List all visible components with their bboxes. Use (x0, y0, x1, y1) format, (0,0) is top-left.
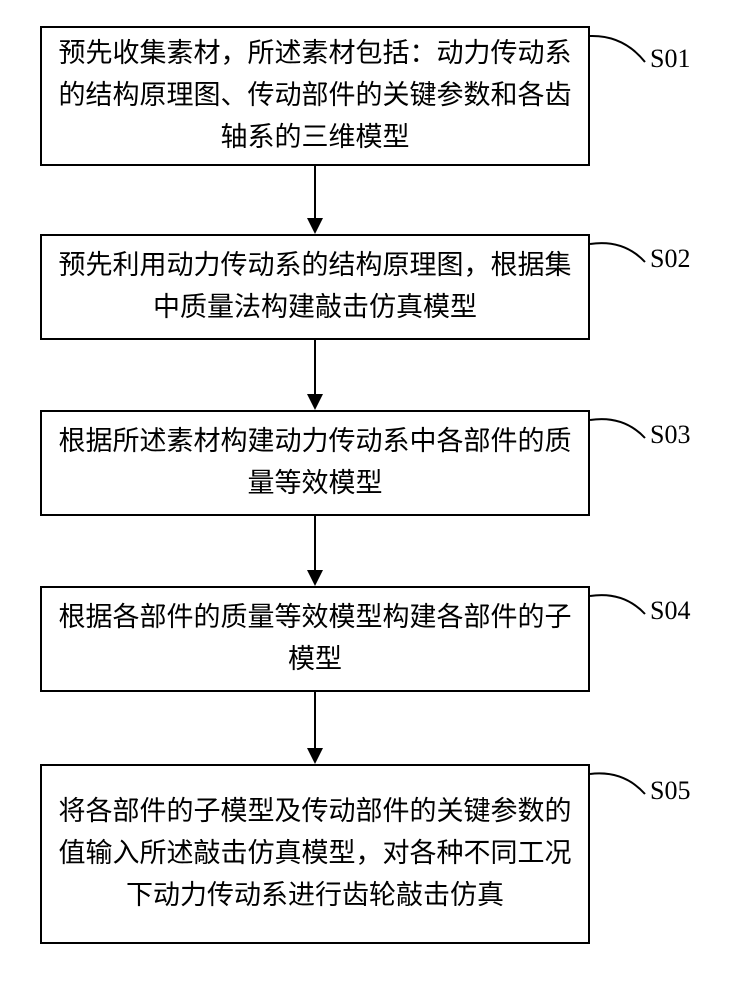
flowchart-node-s02: 预先利用动力传动系的结构原理图，根据集中质量法构建敲击仿真模型 (40, 234, 590, 340)
step-label-s01: S01 (650, 44, 690, 74)
flowchart-node-s03: 根据所述素材构建动力传动系中各部件的质量等效模型 (40, 410, 590, 516)
arrow-line-0 (314, 166, 316, 220)
step-label-s02: S02 (650, 244, 690, 274)
step-label-s03: S03 (650, 420, 690, 450)
arrow-line-1 (314, 340, 316, 396)
flowchart-node-s01: 预先收集素材，所述素材包括：动力传动系的结构原理图、传动部件的关键参数和各齿轴系… (40, 26, 590, 166)
arrow-line-3 (314, 692, 316, 750)
flowchart-node-s04: 根据各部件的质量等效模型构建各部件的子模型 (40, 586, 590, 692)
step-label-s05: S05 (650, 776, 690, 806)
arrow-head-0 (307, 218, 323, 234)
arrow-line-2 (314, 516, 316, 572)
step-label-s04: S04 (650, 596, 690, 626)
flowchart-node-s05: 将各部件的子模型及传动部件的关键参数的值输入所述敲击仿真模型，对各种不同工况下动… (40, 764, 590, 944)
arrow-head-2 (307, 570, 323, 586)
arrow-head-3 (307, 748, 323, 764)
flowchart-canvas: 预先收集素材，所述素材包括：动力传动系的结构原理图、传动部件的关键参数和各齿轴系… (0, 0, 745, 1000)
arrow-head-1 (307, 394, 323, 410)
